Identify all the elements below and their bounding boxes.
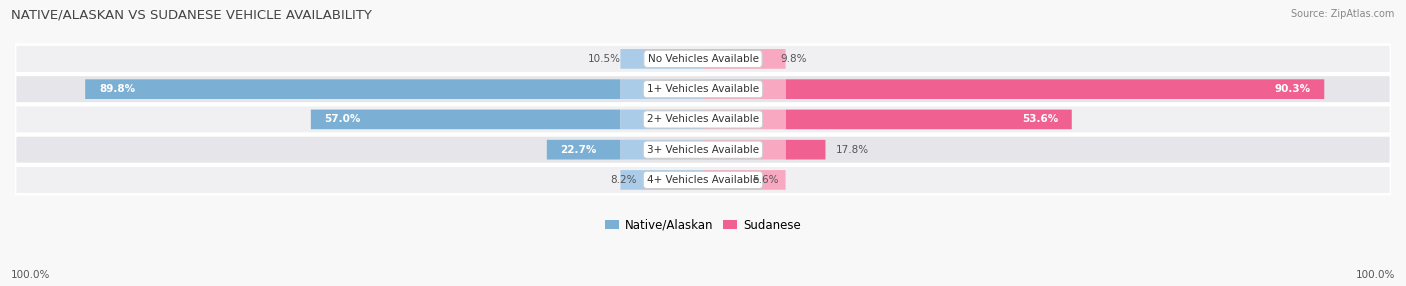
FancyBboxPatch shape <box>311 110 620 129</box>
FancyBboxPatch shape <box>786 79 1324 99</box>
Text: 17.8%: 17.8% <box>835 145 869 155</box>
Text: 22.7%: 22.7% <box>561 145 598 155</box>
Text: 100.0%: 100.0% <box>11 270 51 280</box>
Text: 1+ Vehicles Available: 1+ Vehicles Available <box>647 84 759 94</box>
FancyBboxPatch shape <box>547 140 620 160</box>
FancyBboxPatch shape <box>703 140 786 160</box>
FancyBboxPatch shape <box>703 170 786 190</box>
FancyBboxPatch shape <box>15 105 1391 134</box>
Text: 3+ Vehicles Available: 3+ Vehicles Available <box>647 145 759 155</box>
FancyBboxPatch shape <box>786 140 825 160</box>
Text: 2+ Vehicles Available: 2+ Vehicles Available <box>647 114 759 124</box>
FancyBboxPatch shape <box>15 135 1391 164</box>
FancyBboxPatch shape <box>620 110 703 129</box>
Text: 5.6%: 5.6% <box>752 175 779 185</box>
FancyBboxPatch shape <box>620 170 703 190</box>
Text: 90.3%: 90.3% <box>1274 84 1310 94</box>
Legend: Native/Alaskan, Sudanese: Native/Alaskan, Sudanese <box>600 214 806 236</box>
Text: 4+ Vehicles Available: 4+ Vehicles Available <box>647 175 759 185</box>
FancyBboxPatch shape <box>86 79 620 99</box>
Text: 8.2%: 8.2% <box>610 175 637 185</box>
FancyBboxPatch shape <box>703 79 786 99</box>
Text: 100.0%: 100.0% <box>1355 270 1395 280</box>
FancyBboxPatch shape <box>15 45 1391 73</box>
FancyBboxPatch shape <box>15 75 1391 104</box>
FancyBboxPatch shape <box>703 110 786 129</box>
FancyBboxPatch shape <box>620 49 703 69</box>
FancyBboxPatch shape <box>786 110 1071 129</box>
Text: No Vehicles Available: No Vehicles Available <box>648 54 758 64</box>
Text: 57.0%: 57.0% <box>325 114 361 124</box>
FancyBboxPatch shape <box>620 140 703 160</box>
FancyBboxPatch shape <box>703 49 786 69</box>
Text: 10.5%: 10.5% <box>588 54 620 64</box>
Text: NATIVE/ALASKAN VS SUDANESE VEHICLE AVAILABILITY: NATIVE/ALASKAN VS SUDANESE VEHICLE AVAIL… <box>11 9 373 21</box>
Text: Source: ZipAtlas.com: Source: ZipAtlas.com <box>1291 9 1395 19</box>
FancyBboxPatch shape <box>620 79 703 99</box>
Text: 89.8%: 89.8% <box>98 84 135 94</box>
Text: 53.6%: 53.6% <box>1022 114 1057 124</box>
FancyBboxPatch shape <box>15 166 1391 194</box>
Text: 9.8%: 9.8% <box>780 54 807 64</box>
